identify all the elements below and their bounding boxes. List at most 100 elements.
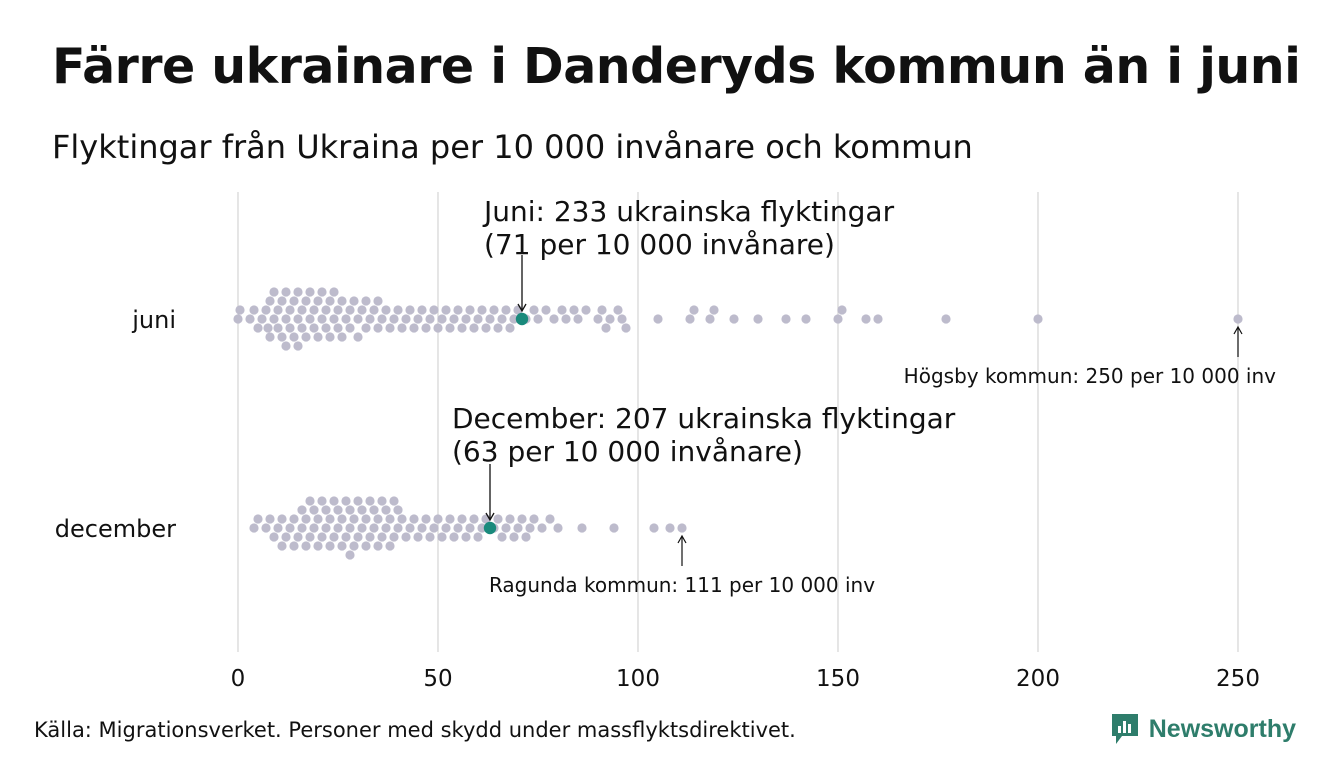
data-point [377, 496, 387, 506]
data-point [381, 305, 391, 315]
data-point [333, 523, 343, 533]
data-point [345, 305, 355, 315]
data-point [361, 323, 371, 333]
data-point [493, 514, 503, 524]
data-point [465, 305, 475, 315]
max-arrow-head [677, 534, 687, 544]
data-point [317, 496, 327, 506]
data-point [301, 541, 311, 551]
data-point [677, 523, 687, 533]
data-point [261, 523, 271, 533]
chart-title: Färre ukrainare i Danderyds kommun än i … [52, 38, 1301, 95]
data-point [605, 314, 615, 324]
x-tick-label: 100 [616, 666, 660, 692]
data-point [361, 514, 371, 524]
data-point [329, 314, 339, 324]
grid-layer [237, 192, 1239, 652]
highlight-point-december [483, 521, 497, 535]
data-point [321, 505, 331, 515]
data-point [505, 514, 515, 524]
data-point [357, 523, 367, 533]
data-point [365, 532, 375, 542]
data-point [305, 314, 315, 324]
data-point [429, 305, 439, 315]
data-point [393, 305, 403, 315]
data-point [421, 323, 431, 333]
data-point [389, 496, 399, 506]
data-point [317, 532, 327, 542]
data-point [401, 314, 411, 324]
data-point [265, 514, 275, 524]
data-point [425, 532, 435, 542]
data-point [369, 523, 379, 533]
data-point [269, 287, 279, 297]
x-tick-label: 150 [816, 666, 860, 692]
data-point [297, 523, 307, 533]
data-point [361, 541, 371, 551]
data-point [273, 523, 283, 533]
data-point [709, 305, 719, 315]
data-point [621, 323, 631, 333]
data-point [281, 532, 291, 542]
data-point [449, 314, 459, 324]
max-arrow-head [1233, 325, 1243, 335]
data-point [353, 496, 363, 506]
data-point [833, 314, 843, 324]
data-point [265, 296, 275, 306]
data-point [357, 505, 367, 515]
data-point [513, 523, 523, 533]
data-point [293, 287, 303, 297]
data-point [341, 532, 351, 542]
max-annotation-juni: Högsby kommun: 250 per 10 000 inv [904, 364, 1276, 388]
data-point [253, 323, 263, 333]
data-point [289, 296, 299, 306]
data-point [1233, 314, 1243, 324]
data-point [533, 314, 543, 324]
data-point [445, 514, 455, 524]
data-point [273, 323, 283, 333]
data-point [385, 323, 395, 333]
data-point [453, 305, 463, 315]
data-point [729, 314, 739, 324]
data-point [309, 323, 319, 333]
data-point [233, 314, 243, 324]
data-point [597, 305, 607, 315]
data-point [313, 514, 323, 524]
data-point [417, 523, 427, 533]
data-point [345, 323, 355, 333]
data-point [257, 314, 267, 324]
data-point [329, 287, 339, 297]
data-point [413, 532, 423, 542]
data-point [445, 323, 455, 333]
data-point [301, 296, 311, 306]
data-point [333, 505, 343, 515]
data-point [485, 314, 495, 324]
data-point [653, 314, 663, 324]
data-point [235, 305, 245, 315]
data-point [373, 323, 383, 333]
annotation-layer: Juni: 233 ukrainska flyktingar (71 per 10… [452, 195, 1276, 597]
data-point [505, 323, 515, 333]
data-point [353, 332, 363, 342]
data-point [405, 523, 415, 533]
data-point [1033, 314, 1043, 324]
data-point [305, 496, 315, 506]
data-point [321, 523, 331, 533]
data-point [545, 514, 555, 524]
data-point [509, 532, 519, 542]
data-point [313, 296, 323, 306]
data-point [613, 305, 623, 315]
data-point [317, 287, 327, 297]
data-point [345, 523, 355, 533]
dots-layer [233, 287, 1243, 560]
data-point [277, 332, 287, 342]
data-point [405, 305, 415, 315]
data-point [293, 314, 303, 324]
data-point [365, 496, 375, 506]
data-point [801, 314, 811, 324]
data-point [341, 496, 351, 506]
data-point [389, 532, 399, 542]
data-point [837, 305, 847, 315]
data-point [325, 332, 335, 342]
data-point [313, 541, 323, 551]
